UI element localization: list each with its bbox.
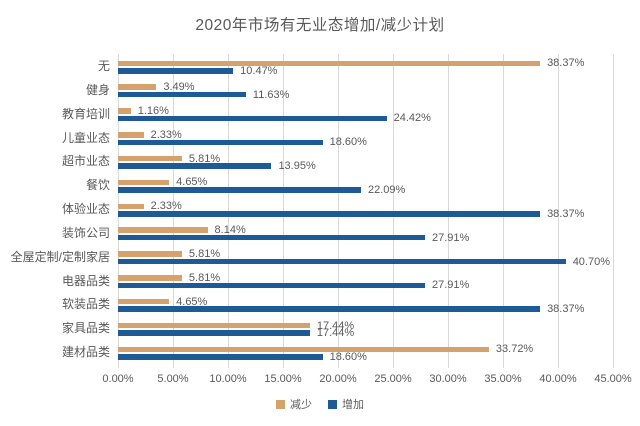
- value-label-increase: 10.47%: [240, 64, 278, 77]
- category-label: 儿童业态: [61, 130, 110, 145]
- gridline: [502, 54, 504, 368]
- value-label-decrease: 5.81%: [188, 248, 221, 261]
- bar-increase[interactable]: [118, 306, 541, 312]
- bar-increase[interactable]: [118, 68, 234, 74]
- bar-decrease[interactable]: [118, 60, 541, 66]
- bar-decrease[interactable]: [118, 132, 144, 138]
- value-label-increase: 13.95%: [278, 160, 316, 173]
- legend-swatch-decrease: [276, 399, 285, 409]
- axis-tick-label: 20.00%: [319, 373, 357, 385]
- gridline: [557, 54, 559, 368]
- value-label-decrease: 3.49%: [163, 81, 195, 94]
- gridline: [447, 54, 449, 368]
- bar-increase[interactable]: [118, 354, 323, 360]
- gridline: [117, 54, 119, 368]
- value-label-increase: 18.60%: [329, 350, 367, 363]
- axis-tick-label: 35.00%: [484, 373, 522, 385]
- bar-decrease[interactable]: [118, 322, 310, 329]
- bar-decrease[interactable]: [118, 251, 182, 257]
- value-label-decrease: 2.33%: [150, 200, 182, 213]
- bar-increase[interactable]: [118, 163, 272, 169]
- category-label: 软装品类: [61, 297, 110, 312]
- category-label: 教育培训: [61, 106, 110, 121]
- value-label-decrease: 17.44%: [316, 319, 355, 332]
- gridline: [392, 54, 394, 368]
- value-label-decrease: 5.81%: [188, 152, 221, 165]
- value-label-increase: 38.37%: [547, 303, 585, 316]
- gridline: [172, 54, 174, 368]
- gridline: [227, 54, 229, 368]
- bar-increase[interactable]: [118, 115, 387, 122]
- bar-decrease[interactable]: [118, 203, 144, 210]
- axis-tick-label: 40.00%: [539, 373, 577, 385]
- category-label: 无: [97, 59, 110, 73]
- bar-increase[interactable]: [118, 234, 425, 241]
- axis-tick-label: 45.00%: [594, 373, 632, 385]
- value-label-decrease: 38.37%: [547, 57, 585, 70]
- gridline: [612, 54, 614, 368]
- axis-tick-label: 25.00%: [374, 373, 412, 385]
- legend-item-increase[interactable]: 增加: [328, 396, 364, 412]
- bar-increase[interactable]: [118, 91, 246, 98]
- value-label-increase: 11.63%: [252, 88, 290, 101]
- category-label: 家具品类: [61, 321, 110, 336]
- axis-tick-label: 10.00%: [209, 373, 247, 385]
- legend-label-increase: 增加: [342, 399, 364, 411]
- bar-increase[interactable]: [118, 187, 361, 193]
- gridline: [337, 54, 339, 368]
- value-label-decrease: 1.16%: [137, 104, 169, 117]
- value-label-decrease: 5.81%: [188, 271, 221, 284]
- bar-decrease[interactable]: [118, 155, 182, 162]
- axis-tick-label: 5.00%: [157, 373, 189, 385]
- value-label-decrease: 4.65%: [176, 295, 208, 308]
- bar-decrease[interactable]: [118, 108, 131, 114]
- bar-increase[interactable]: [118, 258, 566, 265]
- value-label-increase: 17.44%: [316, 327, 355, 340]
- value-label-decrease: 4.65%: [176, 176, 208, 189]
- value-label-increase: 24.42%: [393, 112, 431, 125]
- category-label: 全屋定制/定制家居: [10, 249, 110, 264]
- bar-increase[interactable]: [118, 282, 425, 289]
- category-label: 建材品类: [61, 345, 110, 360]
- legend: 减少 增加: [0, 396, 640, 412]
- bar-increase[interactable]: [118, 330, 310, 336]
- value-label-increase: 27.91%: [432, 231, 470, 244]
- value-label-decrease: 33.72%: [495, 343, 534, 356]
- bar-decrease[interactable]: [118, 227, 208, 233]
- category-label: 餐饮: [85, 178, 110, 193]
- bar-decrease[interactable]: [118, 179, 170, 186]
- bar-decrease[interactable]: [118, 275, 182, 281]
- category-label: 装饰公司: [61, 225, 110, 240]
- legend-item-decrease[interactable]: 减少: [276, 396, 312, 412]
- bar-decrease[interactable]: [118, 346, 489, 353]
- value-label-decrease: 2.33%: [150, 128, 182, 141]
- bar-increase[interactable]: [118, 139, 323, 146]
- axis-tick-label: 30.00%: [429, 373, 467, 385]
- value-label-decrease: 8.14%: [214, 224, 246, 237]
- legend-swatch-increase: [328, 399, 337, 409]
- value-label-increase: 22.09%: [367, 183, 406, 196]
- bar-increase[interactable]: [118, 211, 541, 217]
- category-label: 电器品类: [61, 273, 110, 288]
- legend-label-decrease: 减少: [290, 399, 312, 411]
- value-label-increase: 38.37%: [547, 207, 585, 220]
- gridline: [282, 54, 284, 368]
- bar-decrease[interactable]: [118, 298, 170, 305]
- value-label-increase: 18.60%: [329, 136, 367, 149]
- axis-tick-label: 15.00%: [264, 373, 302, 385]
- axis-tick-label: 0.00%: [102, 373, 134, 385]
- value-label-increase: 27.91%: [432, 279, 470, 292]
- category-label: 体验业态: [61, 202, 110, 217]
- bar-decrease[interactable]: [118, 84, 157, 90]
- category-label: 超市业态: [61, 154, 110, 169]
- chart-title: 2020年市场有无业态增加/减少计划: [195, 17, 445, 34]
- category-label: 健身: [85, 82, 110, 97]
- value-label-increase: 40.70%: [572, 255, 610, 268]
